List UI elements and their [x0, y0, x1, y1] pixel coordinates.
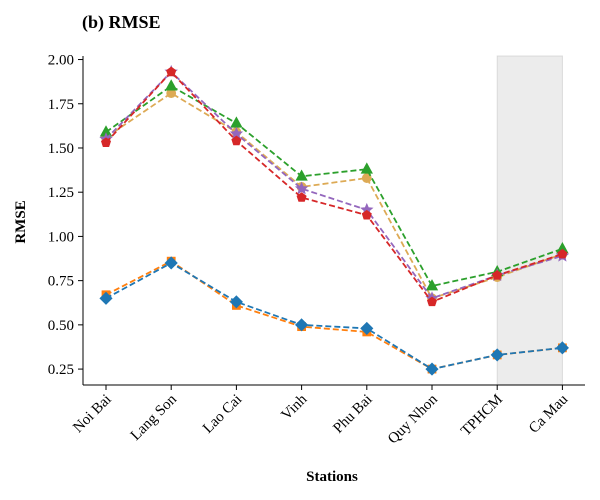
data-point — [229, 295, 243, 309]
data-point — [100, 137, 112, 147]
highlight-band — [496, 55, 563, 386]
y-tick-label: 1.75 — [48, 97, 74, 113]
y-tick-label: 1.50 — [48, 141, 74, 157]
data-point — [230, 116, 243, 128]
x-ticks: Noi Bai Lang Son Lao Cai Vinh Phu Bai Quy Nho… — [70, 385, 572, 447]
data-point — [557, 248, 568, 259]
y-axis-label: RMSE — [13, 200, 29, 243]
x-tick-label: Phu Bai — [330, 392, 375, 437]
data-point — [360, 321, 374, 335]
data-point — [99, 291, 113, 305]
data-point — [492, 270, 503, 280]
series-line — [105, 261, 563, 371]
data-point — [295, 169, 308, 181]
x-tick-label: Quy Nhon — [385, 391, 441, 447]
series-2 — [99, 256, 569, 376]
data-point — [490, 348, 504, 362]
x-tick-label: Noi Bai — [70, 392, 115, 437]
data-point — [360, 162, 373, 174]
data-point — [555, 341, 569, 355]
data-point — [231, 135, 242, 146]
x-tick-label: Lang Son — [128, 391, 181, 444]
x-tick-label: TPHCM — [458, 392, 506, 440]
data-point — [425, 362, 439, 376]
x-axis-label: Stations — [306, 469, 358, 485]
x-tick-label: Vinh — [279, 391, 311, 423]
data-point — [426, 296, 438, 307]
data-point — [361, 209, 372, 220]
series-layer — [99, 64, 570, 376]
y-tick-label: 1.25 — [48, 185, 74, 201]
series-line — [105, 92, 563, 300]
y-tick-label: 0.25 — [48, 362, 74, 378]
x-tick-label: Lao Cai — [200, 392, 245, 437]
y-tick-label: 1.00 — [48, 229, 74, 245]
data-point — [166, 66, 177, 77]
chart-title: (b) RMSE — [82, 12, 161, 33]
data-point — [296, 192, 307, 202]
y-ticks: 0.25 0.50 0.75 1.00 1.25 1.50 1.75 2.00 — [48, 53, 83, 378]
y-tick-label: 2.00 — [48, 53, 74, 69]
data-point — [294, 181, 309, 195]
y-tick-label: 0.75 — [48, 274, 74, 290]
y-tick-label: 0.50 — [48, 318, 74, 334]
data-point — [295, 318, 309, 332]
data-point — [425, 279, 439, 291]
x-tick-label: Ca Mau — [526, 391, 572, 437]
series-6 — [100, 66, 568, 307]
series-line — [105, 70, 563, 303]
axes — [82, 56, 585, 386]
highlight-band-layer — [496, 55, 563, 386]
data-point — [164, 256, 178, 270]
data-point — [165, 79, 178, 91]
series-line — [105, 85, 563, 287]
